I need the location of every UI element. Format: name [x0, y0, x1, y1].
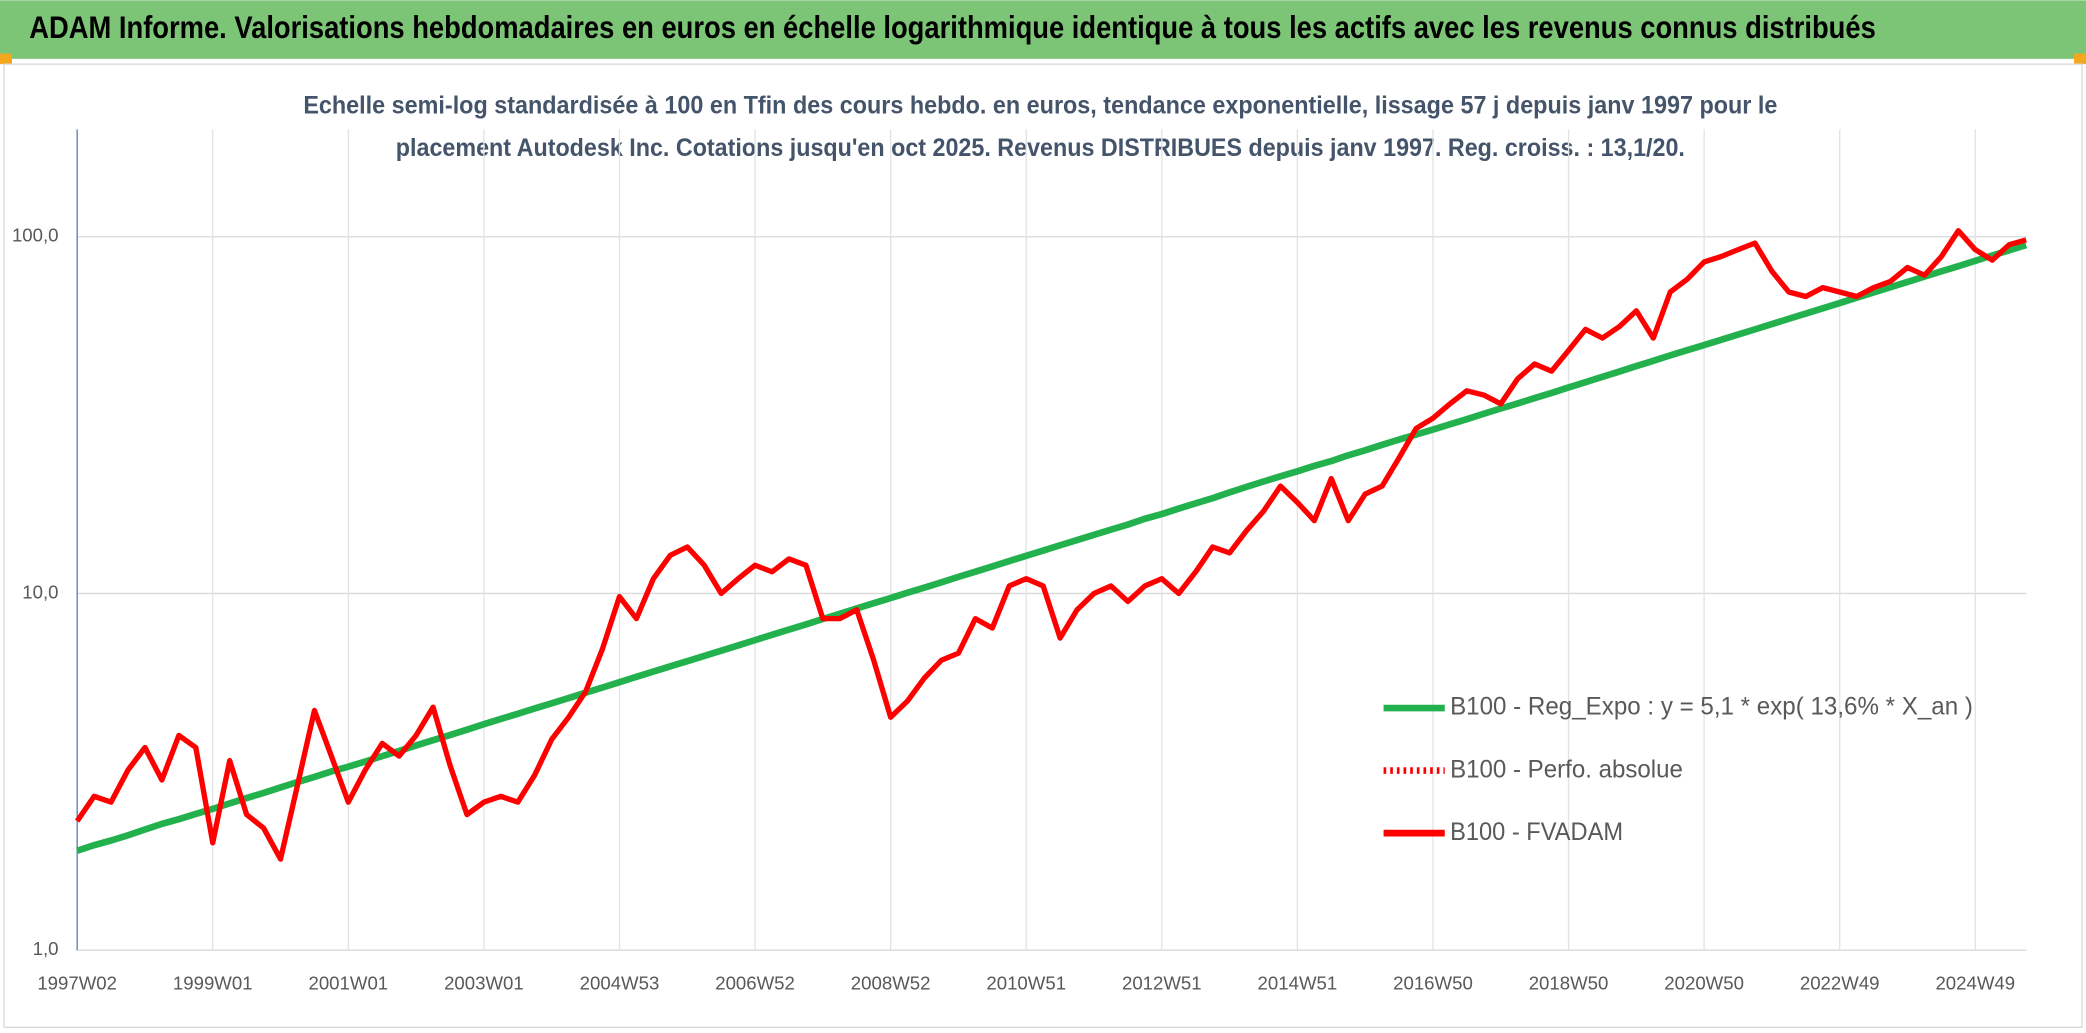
legend-label: B100 - FVADAM [1450, 818, 1623, 846]
x-tick-label: 1999W01 [173, 973, 253, 994]
grid: 1,0 10,0 100,0 1997W02 1999W01 2001W01 2003W01… [12, 129, 2027, 994]
x-tick-label: 2020W50 [1664, 973, 1744, 994]
chart-subtitle: placement Autodesk Inc. Cotations jusqu'… [396, 134, 1685, 162]
x-tick-label: 2012W51 [1122, 973, 1202, 994]
x-tick-label: 2018W50 [1529, 973, 1609, 994]
y-tick-label: 10,0 [22, 581, 58, 602]
x-tick-label: 2006W52 [715, 973, 795, 994]
x-tick-label: 2016W50 [1393, 973, 1473, 994]
chart-frame [3, 63, 2083, 1029]
y-tick-label: 100,0 [12, 225, 59, 246]
chart-title: ADAM Informe. Valorisations hebdomadaire… [29, 9, 1876, 45]
corner-mark [2074, 53, 2086, 65]
x-tick-label: 2003W01 [444, 973, 524, 994]
x-tick-label: 2010W51 [986, 973, 1066, 994]
legend-label: B100 - Reg_Expo : y = 5,1 * exp( 13,6% *… [1450, 693, 1973, 721]
corner-mark [0, 53, 12, 65]
x-tick-label: 2004W53 [580, 973, 660, 994]
header-bar [0, 0, 2086, 59]
y-tick-label: 1,0 [33, 938, 59, 959]
legend: B100 - Reg_Expo : y = 5,1 * exp( 13,6% *… [1383, 693, 1973, 846]
x-tick-label: 2014W51 [1258, 973, 1338, 994]
series-line [74, 228, 2027, 862]
plot-lines [74, 228, 2028, 862]
chart-subtitle: Echelle semi-log standardisée à 100 en T… [303, 91, 1777, 119]
x-tick-label: 2022W49 [1800, 973, 1880, 994]
x-tick-label: 2008W52 [851, 973, 931, 994]
x-tick-label: 2024W49 [1935, 973, 2015, 994]
legend-label: B100 - Perfo. absolue [1450, 755, 1683, 783]
x-tick-label: 2001W01 [308, 973, 388, 994]
x-tick-label: 1997W02 [37, 973, 117, 994]
